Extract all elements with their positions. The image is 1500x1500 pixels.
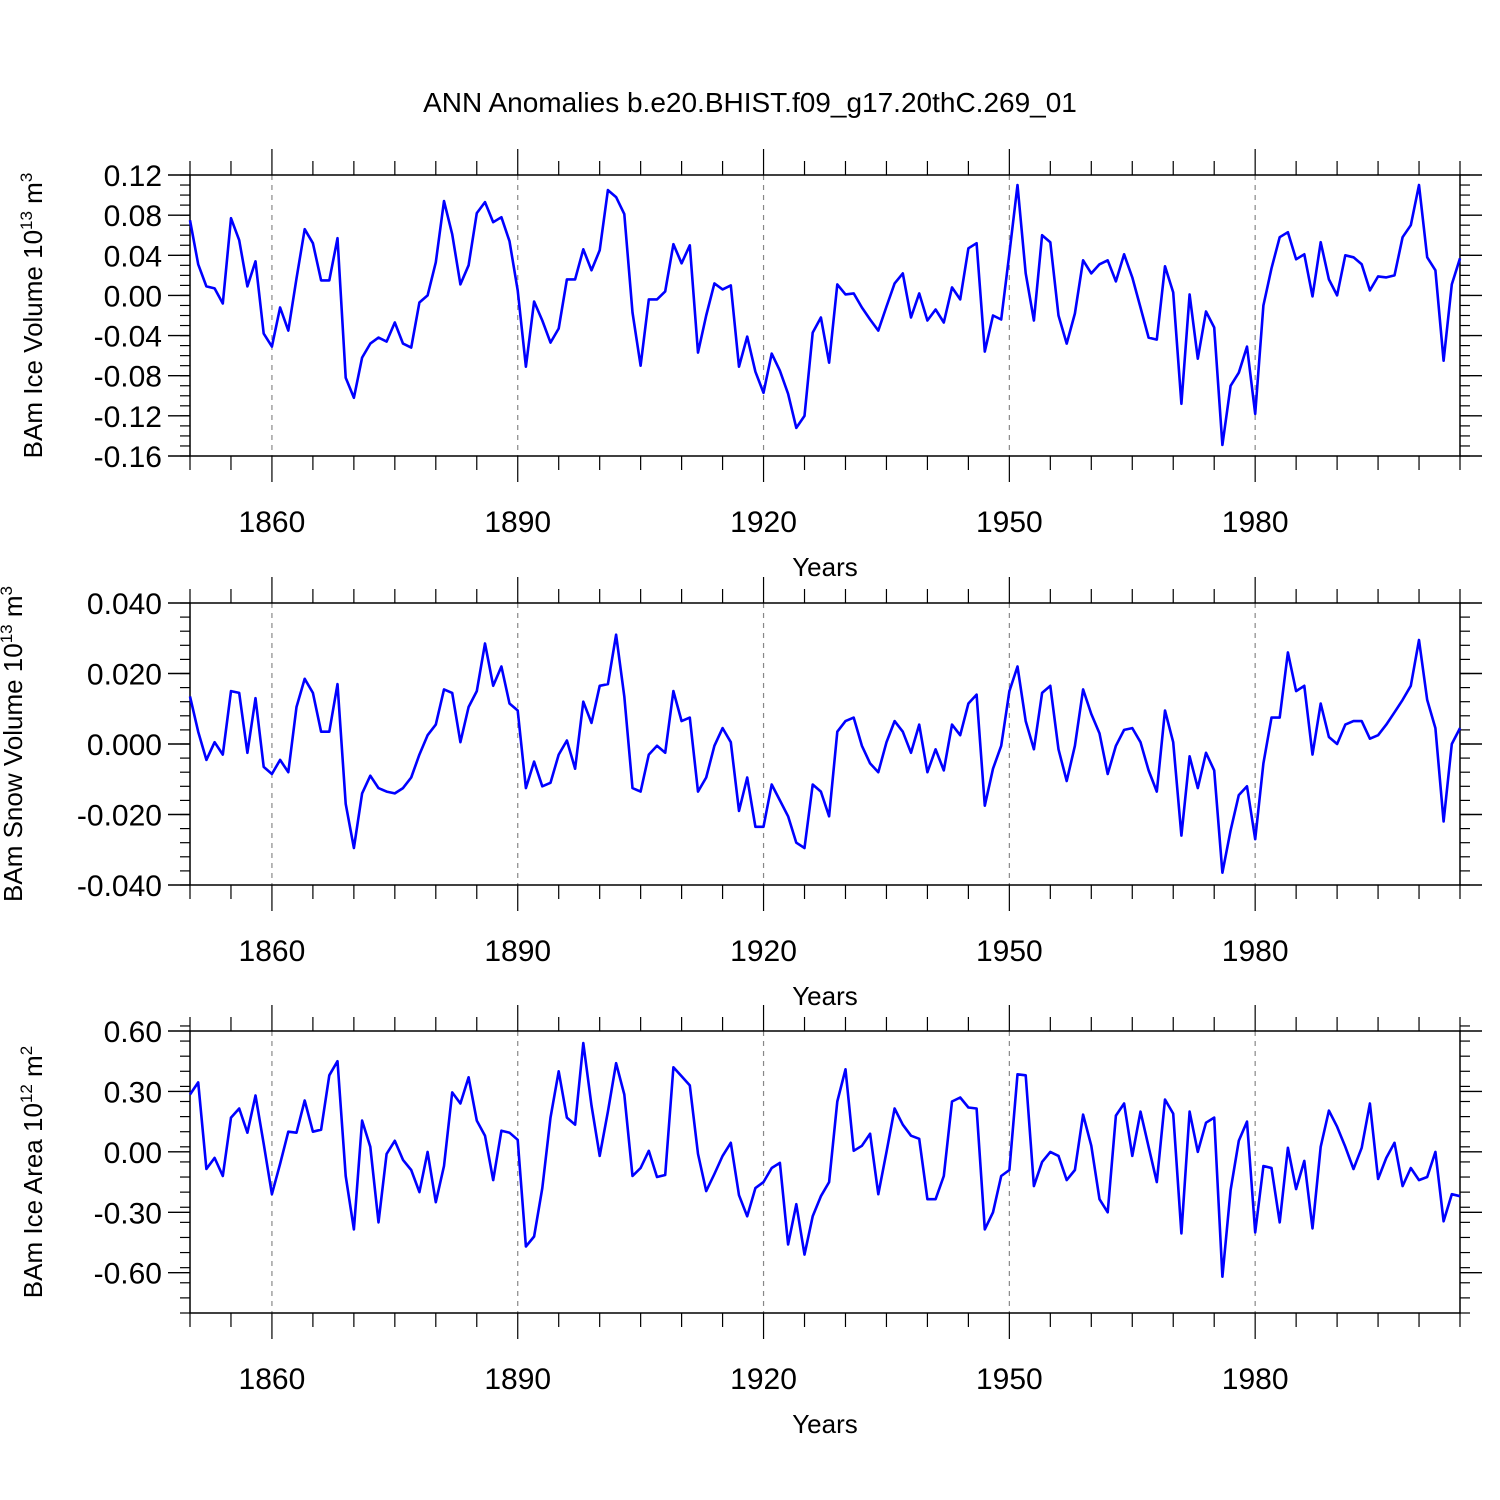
x-axis-label: Years — [792, 1409, 858, 1439]
y-tick-label: -0.08 — [94, 361, 162, 394]
plot-frame — [189, 602, 1461, 886]
y-tick-label: 0.04 — [104, 240, 162, 273]
series-line — [188, 1041, 1461, 1278]
y-axis-label: BAm Snow Volume 1013 m3 — [0, 586, 28, 902]
y-tick-label: 0.60 — [104, 1016, 162, 1049]
y-tick-label: 0.00 — [104, 1137, 162, 1170]
x-tick-label: 1980 — [1222, 935, 1289, 968]
x-tick-label: 1950 — [976, 935, 1043, 968]
x-tick-label: 1860 — [239, 1363, 306, 1396]
series-line — [188, 633, 1462, 875]
y-tick-label: -0.040 — [77, 870, 162, 903]
x-axis-label: Years — [792, 552, 858, 582]
y-tick-label: 0.000 — [87, 729, 162, 762]
plot-frame — [189, 174, 1461, 457]
y-tick-label: 0.12 — [104, 160, 162, 193]
y-tick-label: 0.040 — [87, 588, 162, 621]
plot-frame — [189, 1030, 1461, 1314]
x-tick-label: 1950 — [976, 1363, 1043, 1396]
x-tick-label: 1980 — [1222, 506, 1289, 539]
x-tick-label: 1890 — [484, 935, 551, 968]
y-tick-label: 0.020 — [87, 659, 162, 692]
y-tick-label: -0.12 — [94, 401, 162, 434]
y-tick-label: 0.08 — [104, 200, 162, 233]
x-tick-label: 1860 — [239, 506, 306, 539]
y-tick-label: 0.30 — [104, 1076, 162, 1109]
y-tick-label: -0.020 — [77, 800, 162, 833]
x-tick-label: 1860 — [239, 935, 306, 968]
y-axis-label: BAm Ice Volume 1013 m3 — [17, 173, 48, 459]
y-tick-label: -0.30 — [94, 1197, 162, 1230]
chart-panel-3: 1860 1890 1920 1950 1980 Years -0.60 -0.30 0.00 0… — [17, 1005, 1482, 1439]
y-tick-label: -0.60 — [94, 1258, 162, 1291]
y-axis-label: BAm Ice Area 1012 m2 — [17, 1046, 48, 1298]
y-tick-label: -0.16 — [94, 441, 162, 474]
x-tick-label: 1920 — [730, 1363, 797, 1396]
x-tick-label: 1890 — [484, 506, 551, 539]
x-tick-label: 1920 — [730, 506, 797, 539]
chart-panel-2: 1860 1890 1920 1950 1980 Years -0.040 -0.020 0.0… — [0, 577, 1482, 1011]
figure-title: ANN Anomalies b.e20.BHIST.f09_g17.20thC.… — [423, 87, 1077, 118]
y-tick-label: -0.04 — [94, 321, 162, 354]
x-tick-label: 1980 — [1222, 1363, 1289, 1396]
series-line — [188, 183, 1462, 447]
x-tick-label: 1950 — [976, 506, 1043, 539]
x-axis-label: Years — [792, 981, 858, 1011]
y-tick-label: 0.00 — [104, 280, 162, 313]
x-tick-label: 1920 — [730, 935, 797, 968]
chart-panel-1: 1860 1890 1920 1950 1980 Years -0.16 -0.12 -0.08… — [17, 149, 1482, 582]
x-tick-label: 1890 — [484, 1363, 551, 1396]
